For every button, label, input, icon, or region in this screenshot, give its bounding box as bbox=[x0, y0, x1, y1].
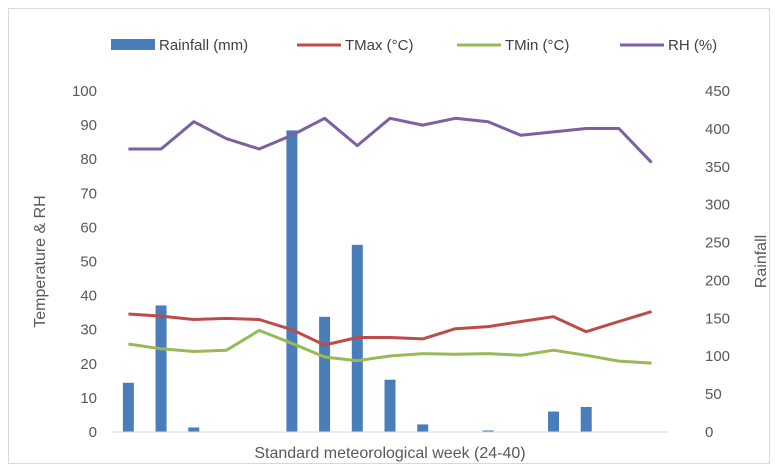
rainfall-bar bbox=[384, 379, 396, 432]
legend: Rainfall (mm) TMax (°C) TMin (°C) RH (%) bbox=[111, 37, 717, 54]
rainfall-bar bbox=[548, 411, 560, 432]
left-tick-label: 0 bbox=[89, 424, 97, 441]
left-tick-label: 90 bbox=[80, 117, 97, 134]
left-tick-label: 100 bbox=[72, 83, 97, 100]
rainfall-bars bbox=[122, 130, 592, 432]
legend-label: TMax (°C) bbox=[345, 37, 414, 54]
right-tick-label: 50 bbox=[705, 386, 722, 403]
rainfall-bar bbox=[155, 305, 167, 432]
legend-label: RH (%) bbox=[668, 37, 717, 54]
line-tmin bbox=[128, 328, 652, 365]
left-axis-title: Temperature & RH bbox=[32, 195, 49, 328]
right-tick-label: 250 bbox=[705, 235, 730, 252]
left-tick-label: 10 bbox=[80, 390, 97, 407]
rainfall-bar bbox=[417, 424, 429, 432]
x-axis-title: Standard meteorological week (24-40) bbox=[254, 445, 525, 462]
left-tick-label: 30 bbox=[80, 322, 97, 339]
right-tick-label: 100 bbox=[705, 348, 730, 365]
left-tick-label: 80 bbox=[80, 151, 97, 168]
right-axis-ticks: 0 50 100 150 200 250 300 350 400 450 bbox=[705, 83, 730, 441]
right-axis-title: Rainfall bbox=[753, 235, 770, 288]
rainfall-bar bbox=[319, 316, 331, 432]
line-series bbox=[128, 116, 653, 365]
legend-swatch bbox=[111, 39, 155, 50]
line-rh bbox=[128, 116, 653, 164]
left-tick-label: 40 bbox=[80, 288, 97, 305]
rainfall-bar bbox=[482, 430, 494, 432]
legend-label: Rainfall (mm) bbox=[159, 37, 248, 54]
left-axis-ticks: 0 10 20 30 40 50 60 70 80 90 100 bbox=[72, 83, 97, 441]
left-tick-label: 70 bbox=[80, 185, 97, 202]
rainfall-bar bbox=[286, 130, 298, 432]
rainfall-bar bbox=[580, 406, 592, 432]
right-tick-label: 450 bbox=[705, 83, 730, 100]
left-tick-label: 20 bbox=[80, 356, 97, 373]
left-tick-label: 60 bbox=[80, 219, 97, 236]
left-tick-label: 50 bbox=[80, 254, 97, 271]
right-tick-label: 150 bbox=[705, 310, 730, 327]
rainfall-bar bbox=[122, 382, 134, 432]
right-tick-label: 350 bbox=[705, 159, 730, 176]
line-tmax bbox=[128, 310, 653, 347]
legend-label: TMin (°C) bbox=[505, 37, 569, 54]
right-tick-label: 200 bbox=[705, 272, 730, 289]
right-tick-label: 300 bbox=[705, 197, 730, 214]
right-tick-label: 0 bbox=[705, 424, 713, 441]
rainfall-bar bbox=[188, 427, 200, 432]
right-tick-label: 400 bbox=[705, 121, 730, 138]
